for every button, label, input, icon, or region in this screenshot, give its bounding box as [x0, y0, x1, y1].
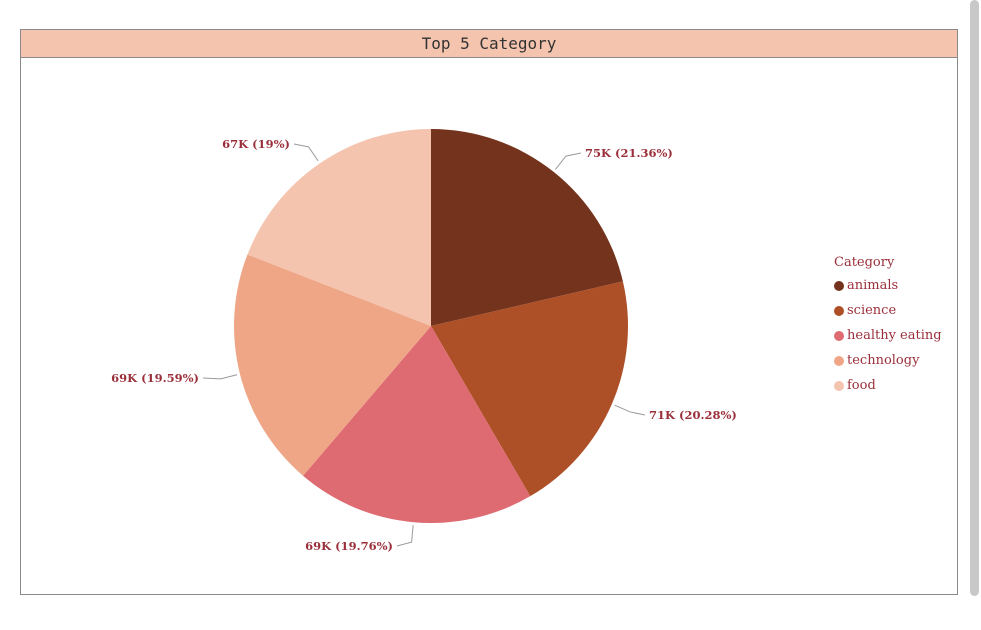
- data-label-animals: 75K (21.36%): [585, 146, 673, 160]
- leader-line: [202, 374, 238, 380]
- legend: Category animals science healthy eating …: [834, 255, 942, 398]
- legend-swatch: [834, 355, 844, 366]
- leader-line: [555, 152, 582, 170]
- data-label-food: 67K (19%): [222, 137, 290, 151]
- pie-slice-healthy-eating[interactable]: [303, 326, 531, 523]
- legend-label: healthy eating: [847, 328, 942, 343]
- legend-item-food[interactable]: food: [834, 373, 942, 398]
- pie-slice-technology[interactable]: [233, 254, 431, 476]
- data-label-technology: 69K (19.59%): [111, 371, 199, 385]
- leader-line: [396, 525, 414, 547]
- pie-slice-animals[interactable]: [431, 129, 623, 326]
- leader-line: [293, 143, 319, 162]
- legend-swatch: [834, 305, 844, 316]
- legend-item-technology[interactable]: technology: [834, 348, 942, 373]
- pie-slice-science[interactable]: [431, 281, 628, 497]
- legend-title: Category: [834, 255, 895, 270]
- legend-label: food: [847, 378, 876, 393]
- legend-swatch: [834, 280, 844, 291]
- pie-slice-food[interactable]: [247, 129, 431, 326]
- legend-swatch: [834, 380, 844, 391]
- vertical-scrollbar[interactable]: [970, 0, 979, 596]
- legend-item-science[interactable]: science: [834, 298, 942, 323]
- legend-item-animals[interactable]: animals: [834, 273, 942, 298]
- legend-label: technology: [847, 353, 920, 368]
- legend-item-healthy-eating[interactable]: healthy eating: [834, 323, 942, 348]
- legend-swatch: [834, 330, 844, 341]
- leader-line: [614, 404, 646, 416]
- data-label-healthy-eating: 69K (19.76%): [305, 539, 393, 553]
- legend-label: science: [847, 303, 897, 318]
- data-label-science: 71K (20.28%): [649, 408, 737, 422]
- chart-title: Top 5 Category: [21, 30, 957, 58]
- legend-label: animals: [847, 278, 899, 293]
